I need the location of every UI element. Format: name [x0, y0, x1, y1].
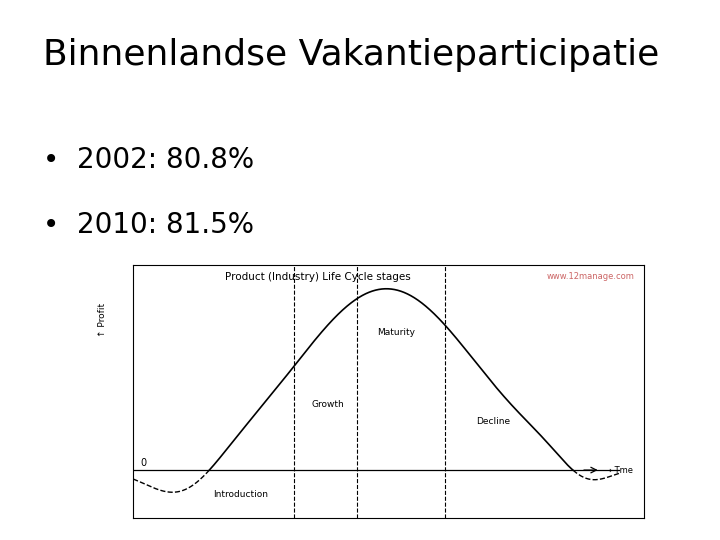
Text: www.12manage.com: www.12manage.com	[546, 272, 634, 281]
Text: Maturity: Maturity	[377, 328, 415, 337]
Text: Decline: Decline	[477, 417, 510, 426]
Text: 0: 0	[140, 457, 147, 468]
Text: Introduction: Introduction	[213, 490, 268, 499]
Text: Product (Industry) Life Cycle stages: Product (Industry) Life Cycle stages	[225, 272, 411, 282]
Text: ↑ Profit: ↑ Profit	[98, 303, 107, 338]
Text: -: -	[133, 498, 138, 512]
Text: Growth: Growth	[312, 400, 344, 409]
Text: •  2002: 80.8%: • 2002: 80.8%	[43, 146, 254, 174]
Text: → Tme: → Tme	[606, 465, 634, 475]
Text: •  2010: 81.5%: • 2010: 81.5%	[43, 211, 254, 239]
Text: Binnenlandse Vakantieparticipatie: Binnenlandse Vakantieparticipatie	[43, 38, 660, 72]
